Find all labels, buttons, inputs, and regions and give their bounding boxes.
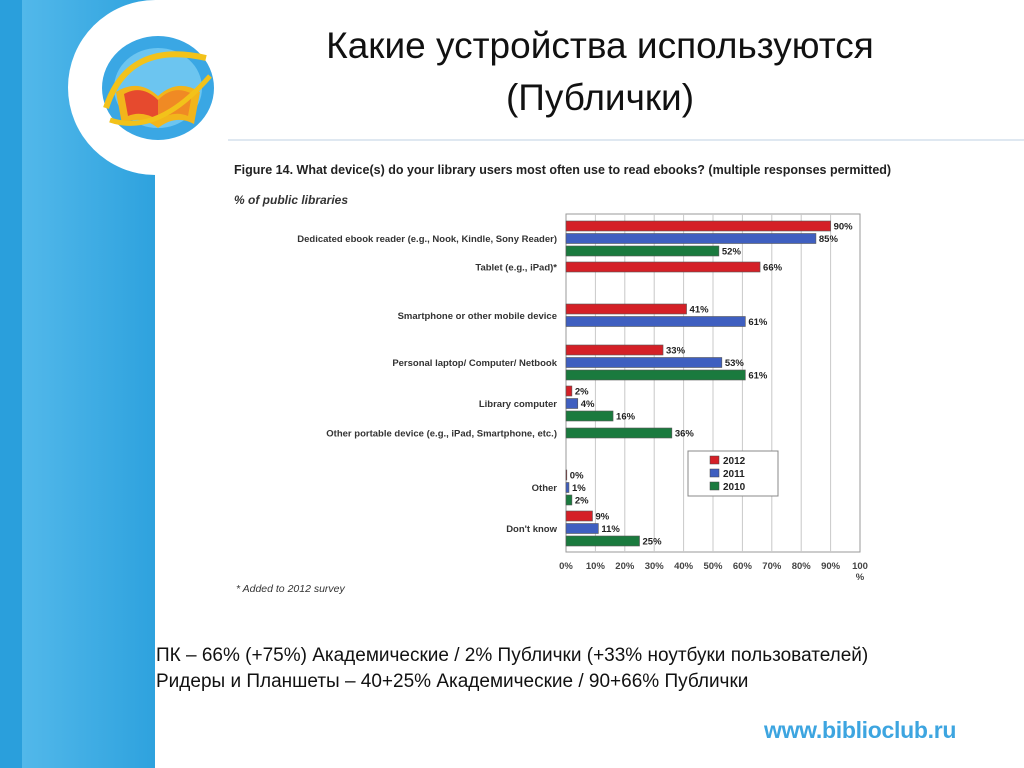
data-label: 11% xyxy=(601,524,620,535)
data-label: 41% xyxy=(690,305,710,316)
slide-title-line1: Какие устройства используются xyxy=(326,25,874,66)
figure-footnote: * Added to 2012 survey xyxy=(236,583,345,595)
data-label: 90% xyxy=(834,222,854,233)
data-label: 33% xyxy=(666,346,686,357)
bar xyxy=(565,510,593,522)
category-label: Smartphone or other mobile device xyxy=(398,311,557,322)
category-label: Library computer xyxy=(479,399,557,410)
category-label: Other xyxy=(532,483,558,494)
slide-title: Какие устройства используются (Публички) xyxy=(240,20,960,124)
data-label: 52% xyxy=(722,247,742,258)
category-label: Other portable device (e.g., iPad, Smart… xyxy=(326,429,557,440)
bar xyxy=(565,233,817,244)
legend-swatch xyxy=(709,455,720,465)
legend-swatch xyxy=(709,481,720,491)
data-label: 25% xyxy=(643,537,663,548)
data-label: 0% xyxy=(570,471,584,482)
book-logo-icon xyxy=(102,36,214,140)
summary-line-2: Ридеры и Планшеты – 40+25% Академические… xyxy=(156,671,749,692)
bar xyxy=(565,494,573,506)
data-label: 85% xyxy=(819,234,839,245)
data-label: 16% xyxy=(616,412,636,423)
legend-label: 2012 xyxy=(723,456,746,467)
bar xyxy=(565,245,720,257)
website-link[interactable]: www.biblioclub.ru xyxy=(764,717,957,743)
bar xyxy=(565,303,687,315)
x-tick-label: 60% xyxy=(733,561,753,572)
data-label: 53% xyxy=(725,358,745,369)
bar xyxy=(565,316,746,327)
x-tick-label: 0% xyxy=(559,561,573,572)
bar xyxy=(565,523,599,534)
x-axis-label: % xyxy=(856,572,865,583)
title-divider xyxy=(228,139,1024,141)
summary-line-1: ПК – 66% (+75%) Академические / 2% Публи… xyxy=(156,645,869,666)
figure-subtitle: % of public libraries xyxy=(234,193,349,207)
x-tick-label: 80% xyxy=(792,561,812,572)
data-label: 61% xyxy=(748,371,768,382)
x-tick-label: 50% xyxy=(703,561,723,572)
bar xyxy=(565,535,640,547)
bar xyxy=(565,261,761,273)
legend-swatch xyxy=(709,468,720,478)
x-tick-label: 90% xyxy=(821,561,841,572)
x-tick-label: 70% xyxy=(762,561,782,572)
figure-title: Figure 14. What device(s) do your librar… xyxy=(234,163,892,177)
data-label: 36% xyxy=(675,429,695,440)
bar xyxy=(565,469,568,481)
x-tick-label: 40% xyxy=(674,561,694,572)
x-tick-label: 100 xyxy=(852,561,868,572)
bar xyxy=(565,357,723,368)
legend-box xyxy=(687,450,779,497)
bar xyxy=(565,344,664,356)
bar xyxy=(565,410,614,422)
category-label: Don't know xyxy=(506,524,557,535)
category-label: Personal laptop/ Computer/ Netbook xyxy=(392,358,557,369)
slide-title-line2: (Публички) xyxy=(505,77,695,118)
data-label: 2% xyxy=(575,496,589,507)
category-label: Tablet (e.g., iPad)* xyxy=(475,263,557,274)
bar xyxy=(565,482,570,493)
bar xyxy=(565,369,746,381)
bar xyxy=(565,398,579,409)
data-label: 2% xyxy=(575,387,589,398)
legend-label: 2011 xyxy=(723,469,745,480)
data-label: 66% xyxy=(763,263,783,274)
x-tick-label: 20% xyxy=(615,561,635,572)
x-tick-label: 10% xyxy=(586,561,606,572)
bar xyxy=(565,220,831,232)
summary-text: ПК – 66% (+75%) Академические / 2% Публи… xyxy=(156,643,1024,695)
legend-label: 2010 xyxy=(723,482,746,493)
data-label: 61% xyxy=(748,317,768,328)
x-tick-label: 30% xyxy=(645,561,665,572)
category-label: Dedicated ebook reader (e.g., Nook, Kind… xyxy=(297,234,557,245)
bar xyxy=(565,385,573,397)
bar xyxy=(565,427,673,439)
data-label: 4% xyxy=(581,399,595,410)
data-label: 9% xyxy=(595,512,609,523)
data-label: 1% xyxy=(572,483,586,494)
